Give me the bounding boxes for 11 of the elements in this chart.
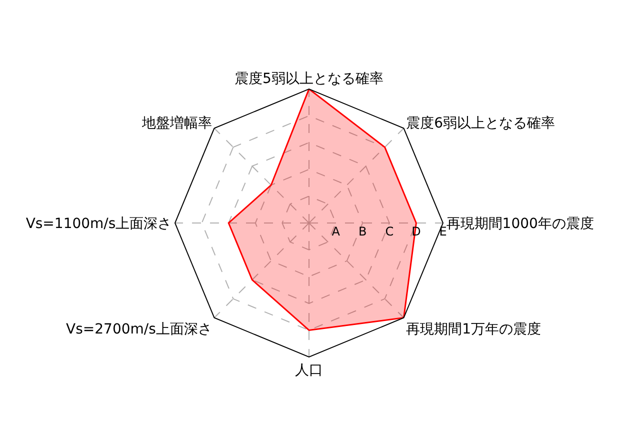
y-tick-label: A [332, 224, 341, 238]
spoke-label: 人口 [295, 362, 323, 378]
spoke-label: Vs=1100m/s上面深さ [26, 216, 172, 232]
y-tick-label: C [385, 224, 394, 238]
y-tick-label: B [358, 224, 367, 238]
spoke-label: 再現期間1万年の震度 [406, 321, 542, 338]
spoke-label: 地盤増幅率 [140, 114, 212, 132]
spoke-label: Vs=2700m/s上面深さ [66, 321, 212, 338]
spoke-label: 震度6弱以上となる確率 [406, 115, 556, 132]
spoke-label: 再現期間1000年の震度 [446, 216, 594, 232]
spoke-label: 震度5弱以上となる確率 [234, 70, 384, 87]
